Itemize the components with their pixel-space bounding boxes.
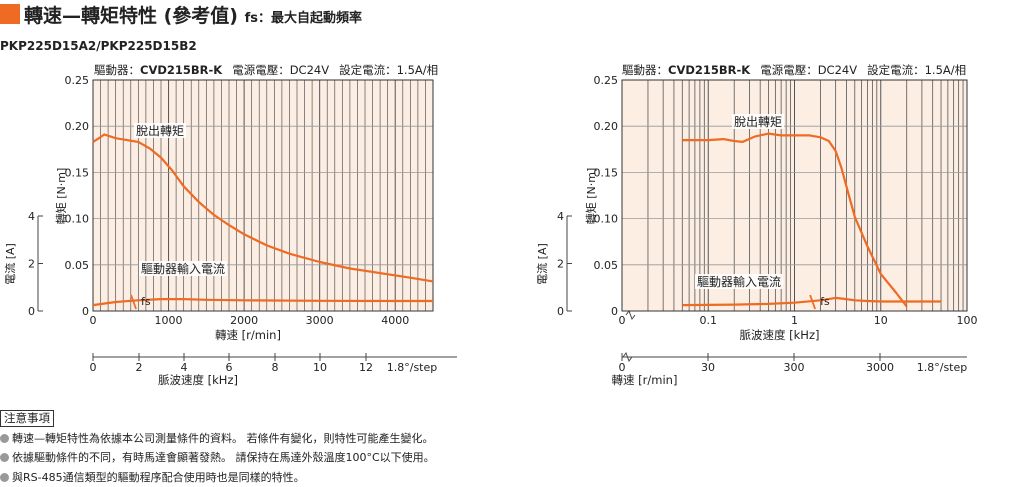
secondary-tick-label: 2 xyxy=(136,361,143,374)
secondary-axis-title: 脈波速度 [kHz] xyxy=(158,373,238,387)
current-tick-label: 0 xyxy=(28,305,35,318)
torque-tick-label: 0.05 xyxy=(65,259,90,272)
current-axis-title: 電流 [A] xyxy=(535,243,549,285)
x-tick-label: 1000 xyxy=(155,314,183,327)
bullet-icon xyxy=(0,434,9,443)
driver-info: 驅動器：CVD215BR-K 電源電壓：DC24V 設定電流：1.5A/相 xyxy=(94,63,438,77)
torque-tick-label: 0 xyxy=(82,305,89,318)
secondary-axis-title: 轉速 [r/min] xyxy=(612,373,678,387)
torque-tick-label: 0.05 xyxy=(594,259,619,272)
x-tick-label: 0 xyxy=(619,314,626,327)
x-tick-label: 3000 xyxy=(306,314,334,327)
series-label: 脫出轉矩 xyxy=(136,123,184,138)
driver-model: CVD215BR-K xyxy=(668,63,751,77)
torque-axis-title: 轉矩 [N·m] xyxy=(55,168,68,225)
chart-1: 0 0.05 0.10 0.15 0.20 0.25 轉矩 [N·m] 0 2 4 電流 [A] 0 1… xyxy=(3,63,457,387)
secondary-tick-label: 30 xyxy=(701,361,715,374)
torque-tick-label: 0.20 xyxy=(594,120,619,133)
series-label: 驅動器輸入電流 xyxy=(141,261,225,276)
current-tick-label: 0 xyxy=(557,305,564,318)
note-text: 與RS-485通信類型的驅動程序配合使用時也是同樣的特性。 xyxy=(12,471,305,484)
x-tick-label: 2000 xyxy=(230,314,258,327)
step-angle-label: 1.8°/step xyxy=(387,361,438,374)
series-label: 驅動器輸入電流 xyxy=(697,274,781,289)
driver-model: CVD215BR-K xyxy=(140,63,223,77)
secondary-tick-label: 10 xyxy=(313,361,327,374)
secondary-tick-label: 3000 xyxy=(866,361,894,374)
fs-label: fs xyxy=(820,295,830,308)
supply-voltage: 電源電壓：DC24V xyxy=(232,63,329,77)
x-tick-label: 1 xyxy=(791,314,798,327)
driver-label: 驅動器： xyxy=(622,63,668,77)
torque-tick-label: 0.25 xyxy=(594,74,619,87)
current-setting: 設定電流：1.5A/相 xyxy=(867,63,966,77)
x-tick-label: 10 xyxy=(874,314,888,327)
notes-title: 注意事項 xyxy=(0,410,54,427)
torque-tick-label: 0.10 xyxy=(65,213,90,226)
x-tick-label: 0 xyxy=(90,314,97,327)
torque-tick-label: 0 xyxy=(611,305,618,318)
x-tick-label: 4000 xyxy=(381,314,409,327)
torque-tick-label: 0.20 xyxy=(65,120,90,133)
bullet-icon xyxy=(0,453,9,462)
note-text: 依據驅動條件的不同，有時馬達會顯著發熱。 請保持在馬達外殼溫度100°C以下使用… xyxy=(12,451,435,464)
supply-voltage: 電源電壓：DC24V xyxy=(760,63,857,77)
secondary-tick-label: 0 xyxy=(90,361,97,374)
bullet-icon xyxy=(0,473,9,482)
note-item: 依據驅動條件的不同，有時馬達會顯著發熱。 請保持在馬達外殼溫度100°C以下使用… xyxy=(0,448,435,468)
current-axis-title: 電流 [A] xyxy=(3,243,17,285)
note-text: 轉速—轉矩特性為依據本公司測量條件的資料。 若條件有變化，則特性可能產生變化。 xyxy=(12,432,434,445)
current-tick-label: 4 xyxy=(557,210,564,223)
plot-area xyxy=(93,80,433,311)
driver-label: 驅動器： xyxy=(94,63,140,77)
x-tick-label: 100 xyxy=(957,314,978,327)
current-setting: 設定電流：1.5A/相 xyxy=(339,63,438,77)
x-tick-label: 0.1 xyxy=(700,314,718,327)
series-label: 脫出轉矩 xyxy=(734,114,782,129)
note-item: 轉速—轉矩特性為依據本公司測量條件的資料。 若條件有變化，則特性可能產生變化。 xyxy=(0,429,435,449)
axis-break-icon xyxy=(626,311,635,319)
step-angle-label: 1.8°/step xyxy=(917,361,968,374)
x-axis-title: 轉速 [r/min] xyxy=(215,328,281,342)
secondary-tick-label: 12 xyxy=(359,361,373,374)
current-tick-label: 2 xyxy=(28,258,35,271)
secondary-tick-label: 300 xyxy=(784,361,805,374)
note-item: 與RS-485通信類型的驅動程序配合使用時也是同樣的特性。 xyxy=(0,468,435,487)
notes-section: 注意事項 轉速—轉矩特性為依據本公司測量條件的資料。 若條件有變化，則特性可能產… xyxy=(0,409,435,487)
current-tick-label: 4 xyxy=(28,210,35,223)
current-tick-label: 2 xyxy=(557,258,564,271)
driver-info: 驅動器：CVD215BR-K 電源電壓：DC24V 設定電流：1.5A/相 xyxy=(622,63,966,77)
torque-tick-label: 0.25 xyxy=(65,74,90,87)
secondary-tick-label: 8 xyxy=(272,361,279,374)
torque-tick-label: 0.15 xyxy=(65,166,90,179)
fs-label: fs xyxy=(141,295,151,308)
torque-axis-title: 轉矩 [N·m] xyxy=(585,168,598,225)
x-axis-title: 脈波速度 [kHz] xyxy=(740,328,820,342)
